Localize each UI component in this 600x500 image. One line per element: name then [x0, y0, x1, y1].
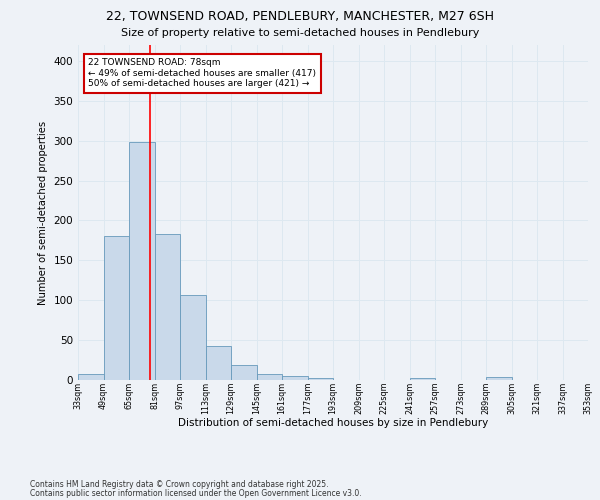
- Bar: [104, 236, 129, 380]
- Text: Contains public sector information licensed under the Open Government Licence v3: Contains public sector information licen…: [30, 489, 362, 498]
- Text: Size of property relative to semi-detached houses in Pendlebury: Size of property relative to semi-detach…: [121, 28, 479, 38]
- Bar: [180, 294, 205, 380]
- Y-axis label: Number of semi-detached properties: Number of semi-detached properties: [38, 120, 48, 304]
- Text: 22, TOWNSEND ROAD, PENDLEBURY, MANCHESTER, M27 6SH: 22, TOWNSEND ROAD, PENDLEBURY, MANCHESTE…: [106, 10, 494, 23]
- Bar: [78, 374, 104, 380]
- Bar: [155, 234, 180, 380]
- Bar: [308, 378, 333, 380]
- Text: 22 TOWNSEND ROAD: 78sqm
← 49% of semi-detached houses are smaller (417)
50% of s: 22 TOWNSEND ROAD: 78sqm ← 49% of semi-de…: [88, 58, 316, 88]
- Bar: [257, 374, 282, 380]
- Bar: [129, 142, 155, 380]
- Bar: [486, 377, 511, 380]
- Bar: [409, 378, 435, 380]
- Bar: [231, 365, 257, 380]
- Text: Contains HM Land Registry data © Crown copyright and database right 2025.: Contains HM Land Registry data © Crown c…: [30, 480, 329, 489]
- Bar: [205, 346, 231, 380]
- X-axis label: Distribution of semi-detached houses by size in Pendlebury: Distribution of semi-detached houses by …: [178, 418, 488, 428]
- Bar: [282, 376, 308, 380]
